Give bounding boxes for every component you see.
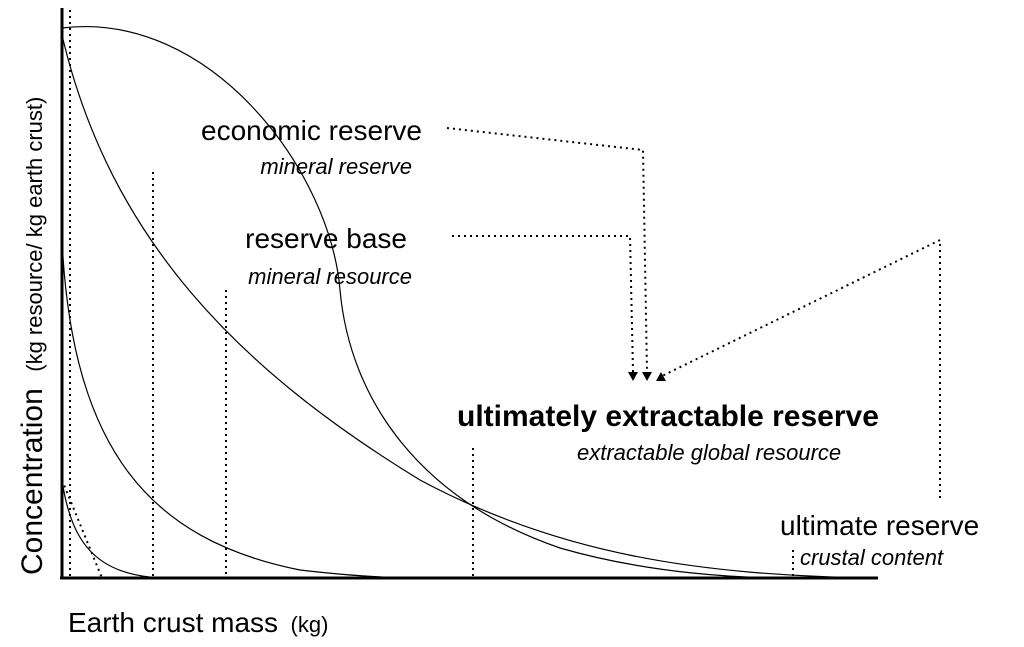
label-title: ultimate reserve [780, 510, 979, 541]
label-subtitle: mineral resource [248, 264, 412, 289]
label-subtitle: crustal content [800, 545, 944, 570]
connector [446, 127, 648, 373]
connector [452, 235, 634, 373]
label-subtitle: mineral reserve [260, 154, 412, 179]
boundary [61, 479, 103, 579]
curve [61, 34, 873, 579]
x-axis-label: Earth crust mass [68, 607, 278, 638]
curve [61, 479, 161, 579]
y-axis-title: Concentration (kg resource/ kg earth cru… [16, 97, 49, 575]
label-title: reserve base [245, 223, 407, 254]
arrowhead [628, 372, 638, 381]
x-axis-unit: (kg) [291, 612, 329, 637]
label-subtitle: extractable global resource [577, 440, 841, 465]
arrowhead [642, 372, 652, 381]
y-axis-label: Concentration [16, 388, 49, 575]
curve [61, 239, 421, 579]
curve [61, 26, 791, 579]
x-axis-title: Earth crust mass (kg) [68, 607, 328, 638]
label-title: ultimately extractable reserve [457, 400, 879, 433]
y-axis-unit: (kg resource/ kg earth crust) [22, 97, 47, 372]
connector [661, 238, 941, 498]
arrowhead [656, 372, 666, 381]
label-title: economic reserve [201, 115, 422, 146]
